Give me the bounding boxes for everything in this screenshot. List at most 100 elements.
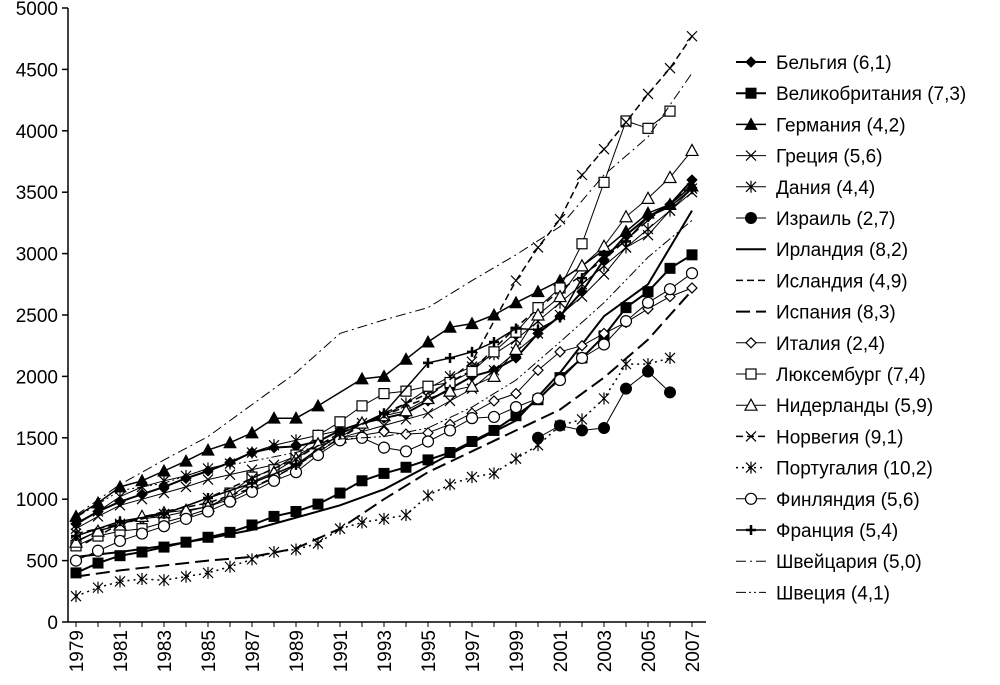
- legend-marker: [745, 336, 757, 349]
- series-14: [70, 351, 676, 603]
- legend-entry: Израиль (2,7): [736, 209, 895, 230]
- legend-entry: Нидерланды (5,9): [736, 396, 933, 417]
- legend-label: Франция (5,4): [776, 521, 898, 542]
- series-line: [75, 185, 693, 518]
- data-point: [334, 416, 346, 428]
- data-point: [554, 213, 566, 225]
- data-point: [268, 546, 280, 559]
- data-point: [114, 499, 126, 511]
- y-tick-label: 2500: [16, 306, 58, 327]
- data-point: [598, 176, 610, 188]
- data-point: [246, 553, 258, 566]
- data-point: [224, 560, 236, 573]
- legend: Бельгия (6,1) Великобритания (7,3) Германи…: [736, 53, 966, 604]
- legend-entry: Италия (2,4): [736, 334, 885, 355]
- data-point: [92, 557, 104, 569]
- legend-entry: Франция (5,4): [736, 521, 898, 542]
- data-point: [532, 439, 544, 452]
- data-point: [247, 478, 257, 489]
- data-point: [399, 352, 413, 365]
- series-9: [75, 289, 693, 578]
- data-point: [422, 407, 434, 419]
- data-point: [69, 554, 83, 567]
- legend-marker: [745, 180, 757, 193]
- legend-entry: Финляндия (5,6): [736, 490, 920, 511]
- data-point: [597, 338, 611, 351]
- data-point: [686, 249, 698, 261]
- x-tick-label: 1997: [463, 630, 484, 672]
- data-point: [684, 143, 700, 157]
- data-point: [291, 459, 301, 470]
- data-point: [642, 223, 654, 236]
- x-tick-label: 1985: [199, 630, 220, 672]
- data-point: [398, 403, 414, 417]
- data-point: [553, 373, 567, 387]
- data-point: [466, 435, 478, 447]
- data-point: [335, 429, 345, 440]
- data-point: [113, 534, 127, 548]
- data-point: [421, 334, 435, 348]
- data-point: [488, 395, 500, 407]
- data-point: [114, 575, 126, 588]
- data-point: [312, 498, 324, 510]
- data-point: [508, 342, 524, 355]
- data-point: [378, 467, 390, 479]
- legend-marker: [743, 397, 759, 411]
- data-point: [510, 275, 522, 287]
- data-point: [552, 289, 568, 303]
- series-line: [75, 72, 693, 516]
- data-point: [399, 445, 413, 458]
- data-point: [487, 410, 501, 424]
- x-tick-label: 1987: [243, 630, 264, 672]
- data-point: [136, 573, 148, 586]
- data-point: [686, 30, 698, 42]
- data-point: [290, 505, 302, 517]
- data-point: [378, 420, 390, 431]
- data-point: [421, 435, 435, 448]
- series-3: [69, 179, 699, 522]
- data-point: [246, 446, 258, 459]
- data-point: [442, 383, 458, 397]
- y-tick-label: 2000: [16, 367, 58, 388]
- data-point: [179, 454, 193, 467]
- data-point: [532, 242, 544, 253]
- data-point: [311, 398, 325, 412]
- data-point: [576, 169, 588, 181]
- legend-entry: Швейцария (5,0): [736, 552, 922, 573]
- y-tick-label: 3000: [16, 245, 58, 266]
- data-point: [533, 324, 543, 335]
- x-tick-label: 1979: [67, 630, 88, 672]
- data-point: [598, 269, 610, 280]
- data-point: [531, 284, 545, 298]
- data-point: [267, 474, 281, 487]
- data-point: [642, 88, 654, 100]
- data-point: [158, 487, 170, 499]
- data-point: [159, 508, 169, 519]
- x-tick-label: 1995: [419, 630, 440, 672]
- data-point: [356, 475, 368, 487]
- x-tick-label: 1993: [375, 630, 396, 672]
- legend-label: Испания (8,3): [776, 303, 896, 324]
- legend-entry: Швеция (4,1): [736, 583, 890, 604]
- series-line: [75, 187, 693, 537]
- data-point: [355, 371, 369, 385]
- legend-entry: Бельгия (6,1): [736, 53, 892, 74]
- data-point: [554, 419, 566, 432]
- data-point: [423, 357, 433, 368]
- series-8: [75, 184, 693, 549]
- data-point: [510, 352, 522, 364]
- data-point: [311, 448, 325, 462]
- data-point: [576, 339, 588, 352]
- series-7: [75, 210, 693, 558]
- data-point: [685, 267, 699, 280]
- legend-marker: [745, 430, 757, 442]
- data-point: [224, 469, 236, 481]
- data-point: [531, 392, 545, 405]
- x-tick-label: 2007: [683, 630, 704, 672]
- data-point: [443, 424, 457, 437]
- data-point: [620, 116, 632, 128]
- data-point: [488, 424, 500, 436]
- data-point: [267, 411, 281, 424]
- data-point: [289, 411, 303, 424]
